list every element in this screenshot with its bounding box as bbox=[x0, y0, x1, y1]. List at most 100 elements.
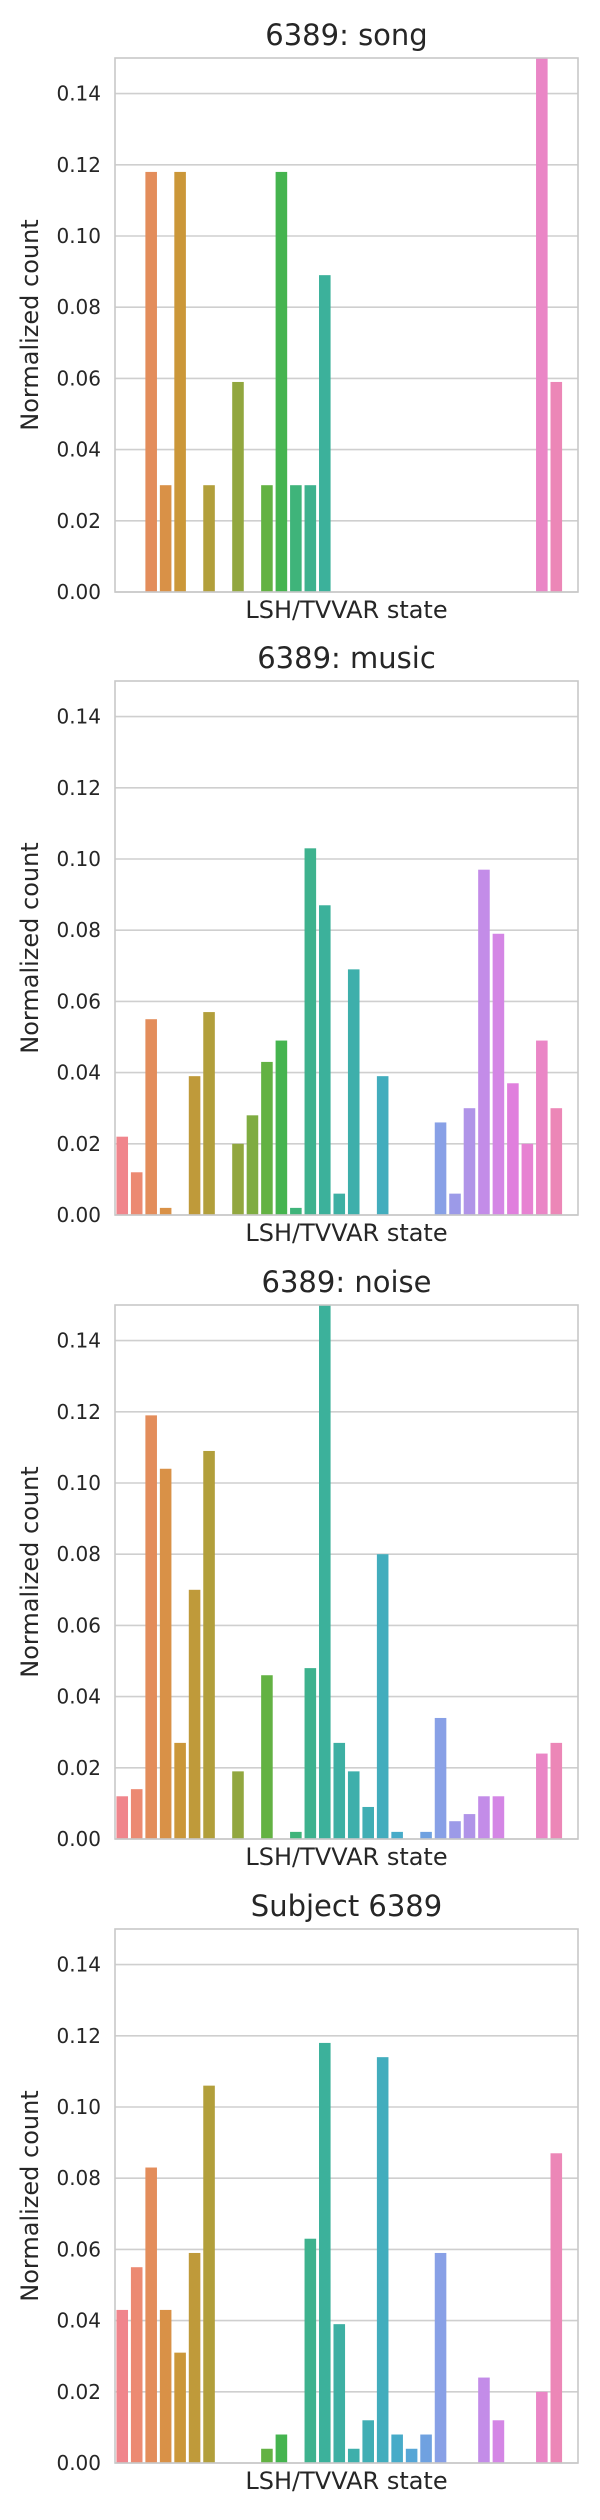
bar bbox=[492, 933, 505, 1215]
bar bbox=[362, 2420, 374, 2463]
y-tick-label: 0.08 bbox=[56, 1542, 101, 1566]
bar bbox=[145, 1019, 157, 1215]
bar bbox=[290, 1207, 302, 1215]
x-axis-label: LSH/TVVAR state bbox=[245, 1219, 447, 1247]
bar bbox=[188, 1076, 201, 1215]
bar bbox=[449, 1193, 461, 1215]
bar bbox=[362, 1806, 374, 1839]
bar bbox=[159, 485, 172, 592]
bar bbox=[116, 1796, 129, 1839]
y-tick-label: 0.12 bbox=[56, 2024, 101, 2048]
bar bbox=[261, 1675, 273, 1839]
y-tick-label: 0.06 bbox=[56, 1613, 101, 1637]
y-axis-label: Normalized count bbox=[16, 219, 44, 430]
bar bbox=[391, 2434, 403, 2463]
bar bbox=[333, 1742, 346, 1839]
bar bbox=[203, 485, 215, 592]
bar bbox=[116, 2309, 129, 2463]
bar bbox=[304, 485, 317, 592]
bar bbox=[478, 1796, 490, 1839]
bar bbox=[145, 171, 157, 593]
y-tick-label: 0.10 bbox=[56, 847, 101, 871]
x-axis-label: LSH/TVVAR state bbox=[245, 1843, 447, 1871]
bar bbox=[159, 2309, 172, 2463]
bar bbox=[391, 1831, 403, 1839]
bar bbox=[347, 2448, 360, 2463]
bar bbox=[492, 2420, 505, 2463]
bar bbox=[319, 1305, 331, 1839]
y-tick-label: 0.00 bbox=[56, 1203, 101, 1227]
bar bbox=[261, 485, 273, 592]
bar bbox=[536, 1040, 548, 1215]
plot-frame bbox=[114, 57, 579, 593]
bar bbox=[275, 1040, 288, 1215]
bar bbox=[463, 1814, 476, 1839]
y-tick-label: 0.06 bbox=[56, 989, 101, 1013]
bar bbox=[434, 1122, 447, 1215]
y-tick-label: 0.10 bbox=[56, 2095, 101, 2119]
y-tick-label: 0.14 bbox=[56, 1953, 101, 1977]
bar bbox=[319, 905, 331, 1215]
bar bbox=[434, 1717, 447, 1839]
bar bbox=[116, 1136, 129, 1215]
bar bbox=[159, 1468, 172, 1839]
chart-title: 6389: music bbox=[257, 641, 436, 675]
y-tick-label: 0.14 bbox=[56, 705, 101, 729]
bar bbox=[333, 1193, 346, 1215]
bar bbox=[130, 2267, 143, 2463]
bar bbox=[507, 1083, 519, 1215]
plot-area-1 bbox=[115, 58, 578, 592]
bar bbox=[319, 275, 331, 592]
bar bbox=[246, 1115, 259, 1215]
y-tick-label: 0.00 bbox=[56, 2451, 101, 2475]
bar bbox=[304, 848, 317, 1215]
y-tick-label: 0.08 bbox=[56, 295, 101, 319]
bar bbox=[434, 2252, 447, 2463]
y-tick-label: 0.08 bbox=[56, 2166, 101, 2190]
bar bbox=[290, 1831, 302, 1839]
bar bbox=[130, 1789, 143, 1839]
bar bbox=[203, 2085, 215, 2463]
y-tick-label: 0.08 bbox=[56, 918, 101, 942]
bar bbox=[232, 381, 244, 592]
bar bbox=[203, 1012, 215, 1215]
bar bbox=[275, 171, 288, 593]
plot-frame bbox=[114, 680, 579, 1216]
y-tick-label: 0.04 bbox=[56, 438, 101, 462]
bar bbox=[261, 1061, 273, 1215]
y-tick-label: 0.04 bbox=[56, 1685, 101, 1709]
bar bbox=[478, 2377, 490, 2463]
bar bbox=[478, 869, 490, 1215]
chart-title: 6389: noise bbox=[262, 1265, 432, 1299]
y-tick-label: 0.02 bbox=[56, 1132, 101, 1156]
plot-frame bbox=[114, 1928, 579, 2464]
y-axis-label: Normalized count bbox=[16, 842, 44, 1053]
bar bbox=[304, 1668, 317, 1839]
bar bbox=[188, 2252, 201, 2463]
bar bbox=[376, 1554, 389, 1839]
y-tick-label: 0.02 bbox=[56, 509, 101, 533]
bar bbox=[130, 1172, 143, 1215]
plot-frame bbox=[114, 1304, 579, 1840]
bar bbox=[347, 969, 360, 1215]
y-tick-label: 0.02 bbox=[56, 2380, 101, 2404]
bar bbox=[174, 171, 186, 593]
y-tick-label: 0.02 bbox=[56, 1756, 101, 1780]
bar bbox=[376, 2057, 389, 2463]
bar bbox=[232, 1143, 244, 1215]
x-axis-label: LSH/TVVAR state bbox=[245, 596, 447, 624]
bar bbox=[304, 2238, 317, 2463]
y-tick-label: 0.10 bbox=[56, 224, 101, 248]
bar bbox=[203, 1450, 215, 1839]
x-axis-label: LSH/TVVAR state bbox=[245, 2467, 447, 2495]
bar bbox=[550, 1108, 563, 1215]
bar bbox=[376, 1076, 389, 1215]
bar bbox=[145, 1415, 157, 1839]
bar bbox=[536, 2391, 548, 2463]
y-tick-label: 0.12 bbox=[56, 153, 101, 177]
bar bbox=[420, 1831, 432, 1839]
bar bbox=[319, 2042, 331, 2463]
bar bbox=[290, 485, 302, 592]
y-tick-label: 0.12 bbox=[56, 1400, 101, 1424]
